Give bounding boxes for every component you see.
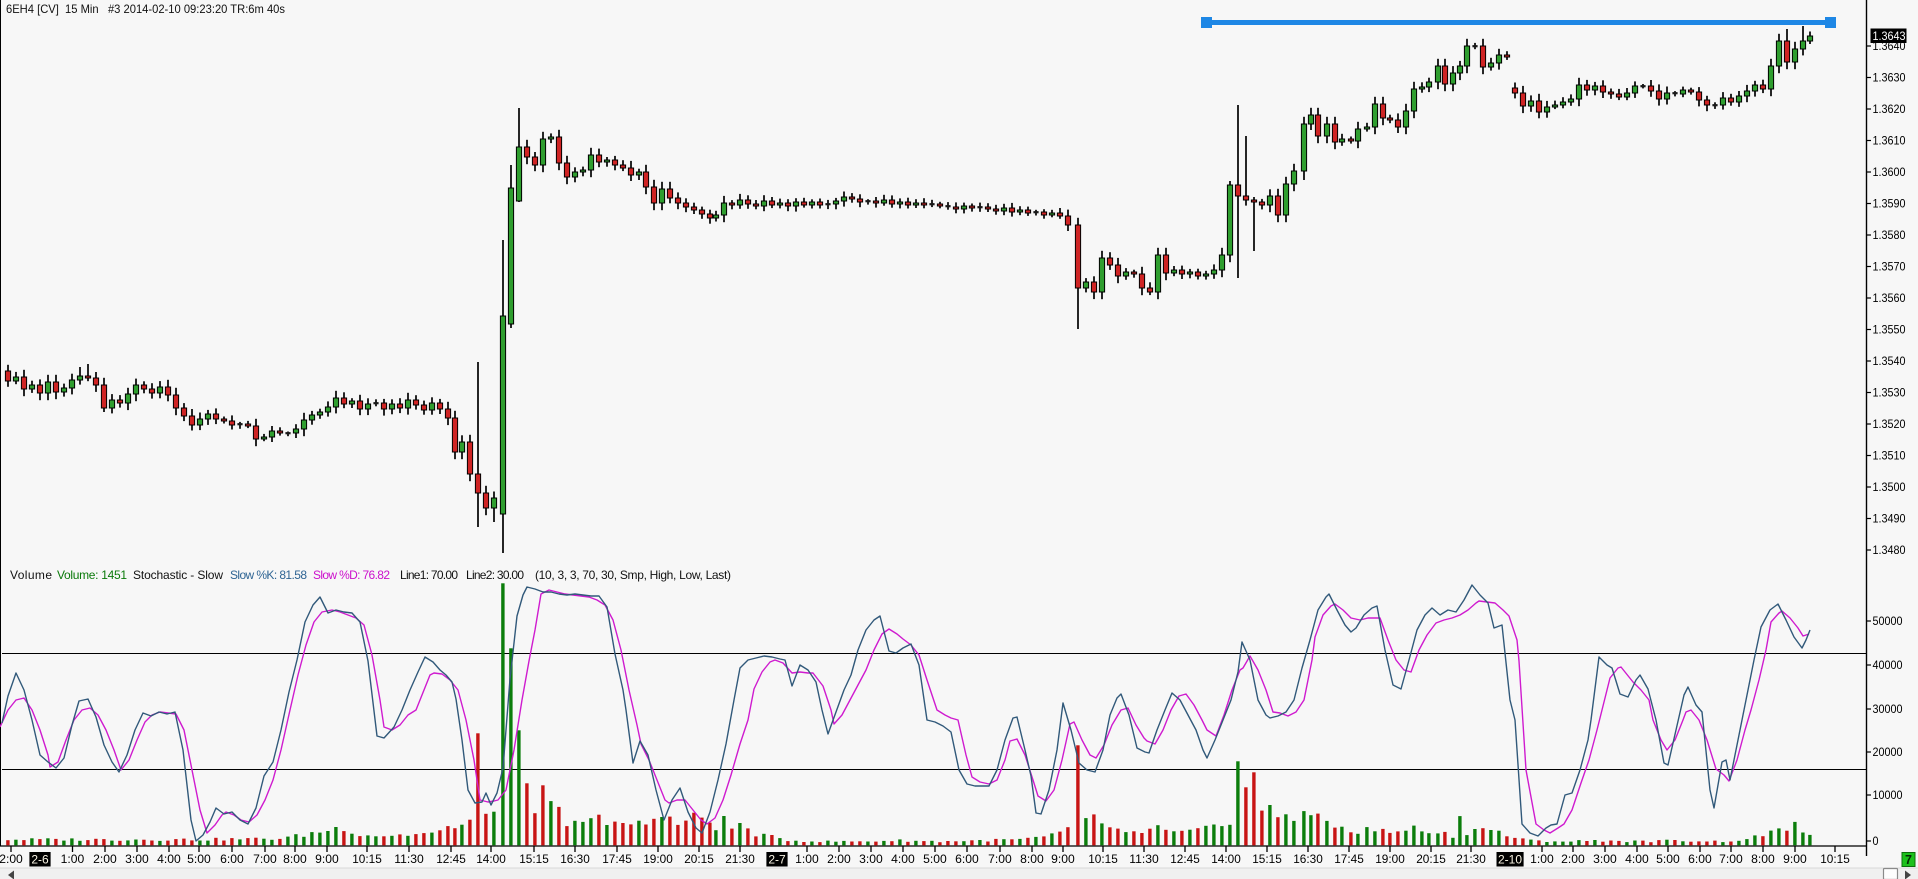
svg-text:(10, 3, 3, 70, 30, Smp, High,: (10, 3, 3, 70, 30, Smp, High, Low, Last)	[535, 568, 731, 582]
svg-text:3:00: 3:00	[859, 852, 883, 866]
svg-text:10:15: 10:15	[1820, 852, 1850, 866]
svg-text:9:00: 9:00	[315, 852, 339, 866]
svg-text:10:15: 10:15	[352, 852, 382, 866]
svg-text:21:30: 21:30	[725, 852, 755, 866]
svg-text:Slow %D: 76.82: Slow %D: 76.82	[313, 568, 390, 582]
svg-text:1.3643: 1.3643	[1873, 29, 1906, 43]
svg-text:1.3610: 1.3610	[1873, 135, 1906, 148]
svg-text:7:00: 7:00	[1719, 852, 1743, 866]
svg-text:2-7: 2-7	[768, 853, 786, 867]
svg-text:5:00: 5:00	[187, 852, 211, 866]
svg-text:6:00: 6:00	[1688, 852, 1712, 866]
svg-text:2-6: 2-6	[31, 853, 49, 867]
svg-text:8:00: 8:00	[1020, 852, 1044, 866]
svg-text:6:00: 6:00	[955, 852, 979, 866]
svg-text:0: 0	[1873, 835, 1879, 848]
svg-text:1.3550: 1.3550	[1873, 324, 1906, 337]
svg-text:1.3530: 1.3530	[1873, 387, 1906, 400]
svg-text:10000: 10000	[1873, 789, 1903, 802]
svg-text:8:00: 8:00	[283, 852, 307, 866]
svg-text:2:00: 2:00	[93, 852, 117, 866]
svg-text:19:00: 19:00	[1375, 852, 1405, 866]
svg-text:2:00: 2:00	[0, 852, 23, 866]
svg-text:19:00: 19:00	[643, 852, 673, 866]
svg-text:5:00: 5:00	[1656, 852, 1680, 866]
svg-text:40000: 40000	[1873, 659, 1903, 672]
svg-text:7:00: 7:00	[253, 852, 277, 866]
svg-text:Line1: 70.00: Line1: 70.00	[400, 568, 458, 582]
svg-text:Volume: Volume	[10, 568, 52, 582]
svg-text:14:00: 14:00	[476, 852, 506, 866]
svg-text:15:15: 15:15	[519, 852, 549, 866]
svg-text:12:45: 12:45	[436, 852, 466, 866]
svg-text:7:00: 7:00	[988, 852, 1012, 866]
svg-text:2:00: 2:00	[827, 852, 851, 866]
svg-text:15:15: 15:15	[1252, 852, 1282, 866]
svg-text:6EH4 [CV] 15 Min #3 2014-02: 6EH4 [CV] 15 Min #3 2014-02-10 09:23:20 …	[6, 2, 285, 16]
svg-text:1.3600: 1.3600	[1873, 166, 1906, 179]
svg-text:1.3480: 1.3480	[1873, 544, 1906, 557]
svg-text:20:15: 20:15	[684, 852, 714, 866]
svg-text:1.3640: 1.3640	[1873, 40, 1906, 53]
svg-text:16:30: 16:30	[560, 852, 590, 866]
svg-text:9:00: 9:00	[1783, 852, 1807, 866]
svg-text:11:30: 11:30	[1129, 852, 1159, 866]
svg-text:1:00: 1:00	[795, 852, 819, 866]
svg-text:11:30: 11:30	[394, 852, 424, 866]
svg-text:9:00: 9:00	[1051, 852, 1075, 866]
svg-text:1.3520: 1.3520	[1873, 418, 1906, 431]
svg-text:1:00: 1:00	[61, 852, 85, 866]
svg-text:6:00: 6:00	[220, 852, 244, 866]
svg-text:1.3580: 1.3580	[1873, 229, 1906, 242]
svg-text:20000: 20000	[1873, 746, 1903, 759]
svg-text:4:00: 4:00	[1625, 852, 1649, 866]
svg-text:14:00: 14:00	[1211, 852, 1241, 866]
svg-text:10:15: 10:15	[1088, 852, 1118, 866]
svg-text:2-10: 2-10	[1498, 853, 1522, 867]
svg-text:1.3490: 1.3490	[1873, 513, 1906, 526]
svg-text:50000: 50000	[1873, 615, 1903, 628]
svg-text:7: 7	[1905, 853, 1912, 867]
svg-text:4:00: 4:00	[891, 852, 915, 866]
svg-text:1.3510: 1.3510	[1873, 450, 1906, 463]
svg-text:1.3570: 1.3570	[1873, 261, 1906, 274]
svg-text:1.3560: 1.3560	[1873, 292, 1906, 305]
svg-text:1.3630: 1.3630	[1873, 72, 1906, 85]
svg-text:4:00: 4:00	[157, 852, 181, 866]
svg-text:3:00: 3:00	[1593, 852, 1617, 866]
svg-text:12:45: 12:45	[1170, 852, 1200, 866]
svg-text:1.3620: 1.3620	[1873, 103, 1906, 116]
svg-text:16:30: 16:30	[1293, 852, 1323, 866]
svg-text:Volume: 1451: Volume: 1451	[57, 568, 127, 582]
svg-text:1:00: 1:00	[1530, 852, 1554, 866]
svg-text:1.3540: 1.3540	[1873, 355, 1906, 368]
svg-text:2:00: 2:00	[1561, 852, 1585, 866]
svg-text:30000: 30000	[1873, 703, 1903, 716]
svg-text:1.3500: 1.3500	[1873, 481, 1906, 494]
svg-text:21:30: 21:30	[1456, 852, 1486, 866]
svg-text:20:15: 20:15	[1416, 852, 1446, 866]
svg-text:17:45: 17:45	[1334, 852, 1364, 866]
svg-text:1.3590: 1.3590	[1873, 198, 1906, 211]
svg-text:Stochastic - Slow: Stochastic - Slow	[133, 568, 223, 582]
svg-text:17:45: 17:45	[602, 852, 632, 866]
svg-text:Line2: 30.00: Line2: 30.00	[466, 568, 524, 582]
svg-text:8:00: 8:00	[1751, 852, 1775, 866]
svg-text:5:00: 5:00	[923, 852, 947, 866]
svg-text:Slow %K: 81.58: Slow %K: 81.58	[230, 568, 307, 582]
svg-text:3:00: 3:00	[125, 852, 149, 866]
